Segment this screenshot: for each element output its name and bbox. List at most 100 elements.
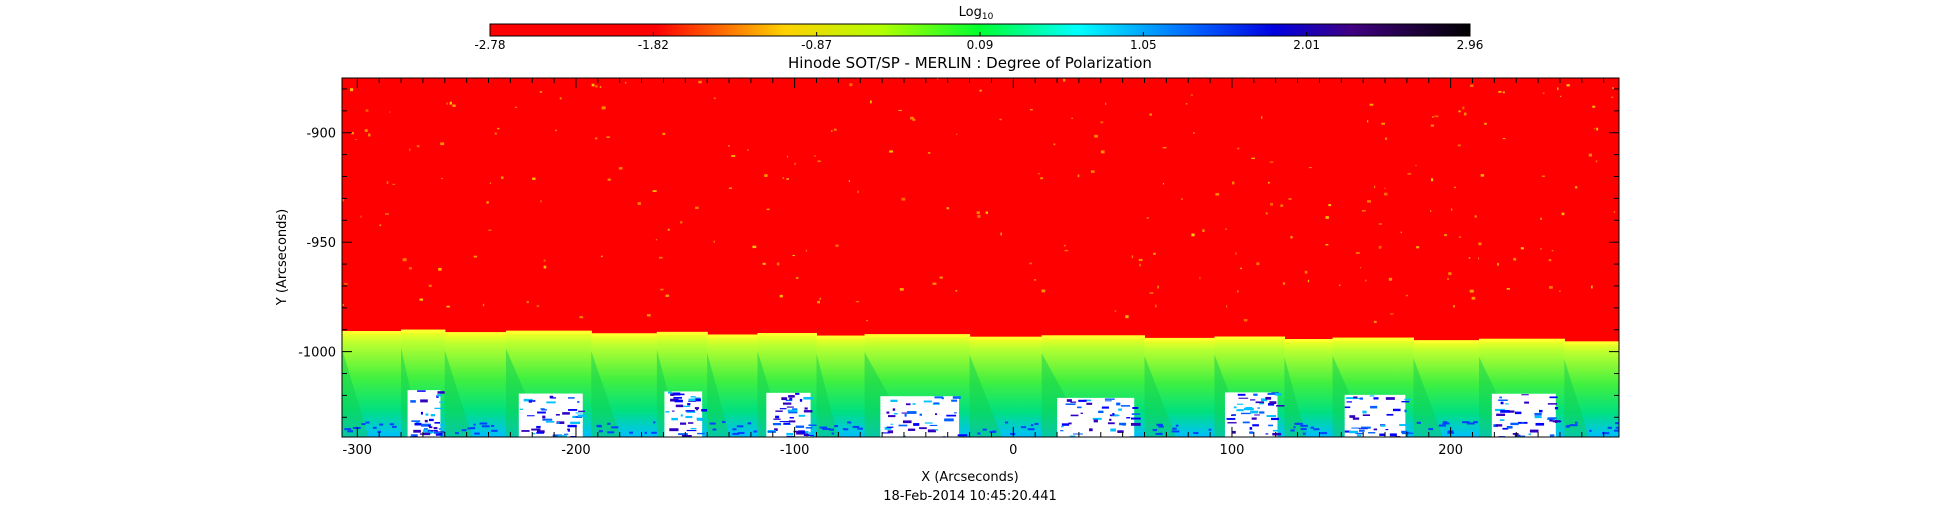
- speckle: [698, 80, 702, 84]
- noise-pixel: [568, 397, 575, 399]
- noise-pixel: [1601, 432, 1610, 435]
- noise-pixel: [1030, 424, 1034, 427]
- speckle: [486, 201, 489, 204]
- speckle: [662, 132, 666, 136]
- noise-pixel: [528, 400, 533, 403]
- noise-pixel: [722, 421, 726, 424]
- noise-pixel: [1404, 409, 1407, 413]
- noise-pixel: [1259, 411, 1265, 414]
- speckle: [1542, 92, 1545, 94]
- speckle: [543, 265, 547, 269]
- speckle: [1308, 167, 1313, 169]
- noise-pixel: [1208, 428, 1212, 431]
- limb-edge: [1284, 339, 1334, 343]
- noise-pixel: [598, 430, 603, 433]
- speckle: [1041, 289, 1046, 293]
- speckle: [667, 228, 670, 231]
- noise-pixel: [678, 433, 688, 436]
- speckle: [869, 100, 872, 104]
- noise-pixel: [1348, 430, 1359, 434]
- noise-pixel: [1107, 422, 1115, 425]
- noise-pixel: [787, 409, 798, 412]
- speckle: [1540, 217, 1543, 220]
- strip-wedge: [1284, 357, 1307, 437]
- speckle: [1541, 175, 1545, 177]
- noise-pixel: [904, 413, 907, 417]
- speckle: [1290, 235, 1293, 239]
- noise-pixel: [789, 397, 793, 401]
- noise-pixel: [1020, 426, 1027, 429]
- noise-pixel: [1362, 414, 1370, 416]
- noise-pixel: [951, 399, 958, 402]
- colorbar-tick-label: 2.96: [1457, 38, 1484, 52]
- noise-pixel: [436, 431, 446, 433]
- noise-pixel: [1260, 398, 1268, 402]
- noise-pixel: [954, 412, 957, 414]
- speckle: [1265, 212, 1268, 215]
- speckle: [428, 284, 432, 287]
- noise-pixel: [1061, 423, 1070, 426]
- noise-pixel: [1344, 406, 1351, 409]
- noise-pixel: [1084, 399, 1092, 402]
- noise-pixel: [1355, 432, 1364, 435]
- noise-pixel: [414, 422, 422, 426]
- noise-pixel: [912, 403, 916, 405]
- speckle: [866, 320, 868, 322]
- noise-pixel: [438, 428, 442, 430]
- x-axis-label: X (Arcseconds): [921, 470, 1018, 485]
- noise-pixel: [831, 432, 835, 435]
- noise-pixel: [795, 392, 800, 395]
- limb-edge: [591, 333, 658, 337]
- speckle: [939, 276, 943, 279]
- speckle: [1559, 290, 1561, 292]
- speckle: [1071, 117, 1073, 119]
- strip-wedge: [1564, 359, 1589, 437]
- noise-pixel: [1294, 422, 1300, 425]
- noise-pixel: [490, 424, 495, 427]
- speckle: [392, 183, 396, 185]
- speckle: [497, 127, 500, 130]
- noise-pixel: [775, 415, 780, 419]
- noise-pixel: [1554, 420, 1558, 423]
- noise-pixel: [1175, 424, 1179, 427]
- noise-pixel: [1252, 424, 1259, 427]
- noise-pixel: [430, 430, 433, 432]
- noise-pixel: [596, 424, 601, 427]
- speckle: [849, 83, 853, 87]
- speckle: [1325, 216, 1329, 219]
- speckle: [1339, 284, 1341, 287]
- noise-pixel: [526, 415, 535, 417]
- speckle: [1090, 170, 1095, 173]
- limb-edge: [1144, 337, 1215, 341]
- noise-pixel: [1416, 421, 1421, 424]
- noise-pixel: [479, 422, 488, 425]
- speckle: [1498, 90, 1502, 93]
- speckle: [1030, 108, 1033, 111]
- speckle: [438, 267, 442, 271]
- noise-pixel: [433, 427, 438, 430]
- speckle: [1551, 249, 1554, 252]
- noise-pixel: [901, 412, 910, 414]
- speckle: [1557, 87, 1559, 91]
- noise-pixel: [675, 404, 684, 408]
- noise-pixel: [572, 415, 583, 418]
- noise-pixel: [1362, 410, 1367, 414]
- speckle: [1502, 138, 1506, 140]
- noise-pixel: [774, 428, 778, 432]
- noise-pixel: [793, 430, 801, 433]
- noise-pixel: [819, 426, 828, 429]
- speckle: [1457, 144, 1461, 147]
- speckle: [1181, 198, 1183, 200]
- noise-pixel: [434, 407, 444, 410]
- noise-pixel: [1500, 401, 1504, 405]
- noise-pixel: [550, 397, 557, 399]
- noise-pixel: [481, 425, 490, 428]
- noise-pixel: [747, 422, 752, 425]
- noise-pixel: [412, 435, 418, 437]
- noise-pixel: [532, 432, 536, 435]
- noise-pixel: [557, 435, 567, 437]
- speckle: [618, 167, 623, 170]
- noise-pixel: [546, 401, 556, 404]
- noise-pixel: [1510, 422, 1519, 426]
- limb-edge: [969, 336, 1043, 340]
